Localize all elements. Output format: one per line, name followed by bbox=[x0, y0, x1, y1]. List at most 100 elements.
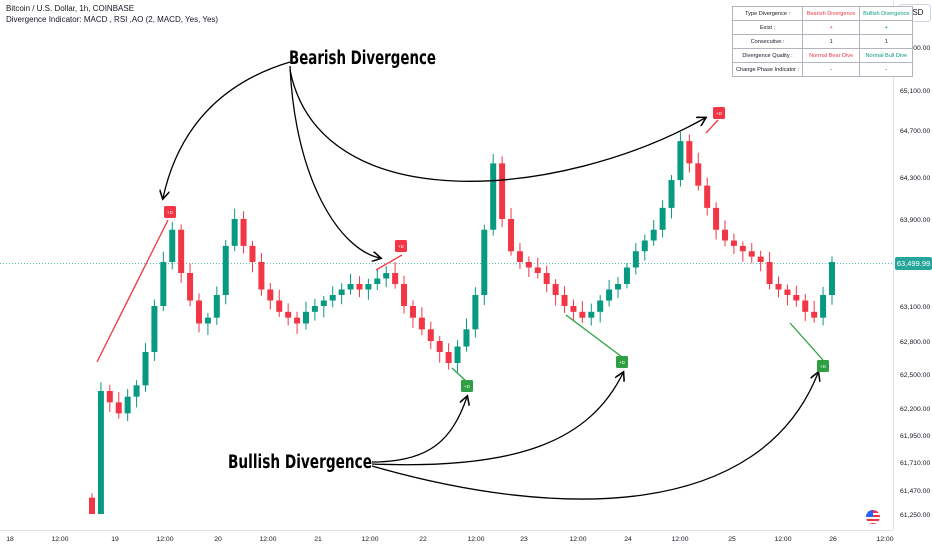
candle-body bbox=[276, 300, 283, 312]
price-tick-label: 64,700.00 bbox=[900, 128, 930, 135]
candle-body bbox=[802, 300, 809, 312]
candle-body bbox=[97, 391, 104, 514]
candle-body bbox=[606, 289, 613, 301]
table-row: Type Divergence : Bearish Divergence Bul… bbox=[731, 6, 914, 21]
candle-body bbox=[588, 311, 595, 318]
candle-body bbox=[178, 229, 185, 273]
candle-body bbox=[534, 267, 541, 273]
table-cell: Consecutive : bbox=[731, 34, 804, 49]
bullish-marker bbox=[817, 360, 829, 372]
symbol-title: Bitcoin / U.S. Dollar, 1h, COINBASE bbox=[6, 4, 135, 13]
candle-body bbox=[240, 219, 247, 246]
table-cell: 1 bbox=[859, 34, 914, 49]
bullish-marker bbox=[461, 380, 473, 392]
candle-body bbox=[356, 284, 363, 290]
candle-body bbox=[436, 341, 443, 352]
bullish-divergence-line bbox=[789, 322, 824, 361]
time-tick-label: 12:00 bbox=[671, 536, 688, 543]
time-axis[interactable] bbox=[0, 530, 893, 551]
candle-body bbox=[285, 311, 292, 318]
candle-body bbox=[481, 229, 488, 295]
time-tick-label: 12:00 bbox=[259, 536, 276, 543]
candle-body bbox=[142, 352, 149, 386]
candle-body bbox=[427, 329, 434, 341]
candle-body bbox=[490, 163, 497, 230]
candle-body bbox=[267, 289, 274, 301]
divergence-table: Type Divergence : Bearish Divergence Bul… bbox=[731, 6, 914, 77]
chart-header: Bitcoin / U.S. Dollar, 1h, COINBASE Dive… bbox=[6, 3, 218, 25]
candle-body bbox=[392, 273, 399, 284]
candle-body bbox=[222, 245, 229, 295]
bearish-divergence-line bbox=[705, 119, 719, 134]
table-cell: - bbox=[802, 62, 861, 77]
candle-body bbox=[249, 245, 256, 262]
price-axis[interactable] bbox=[893, 0, 932, 530]
marker-label: +D bbox=[398, 244, 405, 249]
time-tick-label: 23 bbox=[520, 536, 528, 543]
bearish-arrow-3 bbox=[289, 69, 705, 182]
bullish-divergence-line bbox=[565, 314, 623, 358]
marker-label: +D bbox=[619, 360, 626, 365]
candle-body bbox=[632, 251, 639, 268]
price-tick-label: 61,250.00 bbox=[900, 512, 930, 519]
price-tick-label: 63,100.00 bbox=[900, 304, 930, 311]
table-cell: Exist : bbox=[731, 20, 804, 35]
candle-body bbox=[115, 402, 122, 414]
candles bbox=[89, 132, 835, 514]
bearish-divergence-line bbox=[96, 219, 169, 363]
candle-body bbox=[615, 284, 622, 290]
table-cell: + bbox=[802, 20, 861, 35]
candle-body bbox=[338, 289, 345, 295]
candle-body bbox=[231, 219, 238, 246]
candle-body bbox=[311, 306, 318, 312]
candle-body bbox=[499, 163, 506, 219]
candle-body bbox=[570, 306, 577, 312]
candle-body bbox=[418, 317, 425, 330]
candle-body bbox=[579, 311, 586, 318]
candle-body bbox=[722, 229, 729, 241]
marker-label: +D bbox=[716, 111, 723, 116]
candle-body bbox=[124, 396, 131, 414]
candle-body bbox=[365, 284, 372, 290]
table-cell: 1 bbox=[802, 34, 861, 49]
candle-body bbox=[829, 262, 835, 295]
time-axis-labels: 18 12:00 19 12:00 20 12:00 21 12:00 22 12:00 23 12:… bbox=[6, 536, 894, 543]
marker-label: +D bbox=[820, 364, 827, 369]
time-tick-label: 12:00 bbox=[876, 536, 893, 543]
candle-body bbox=[329, 295, 336, 301]
candle-body bbox=[650, 229, 657, 241]
bearish-marker bbox=[713, 107, 725, 119]
price-tick-label: 62,800.00 bbox=[900, 339, 930, 346]
price-tick-label: 62,500.00 bbox=[900, 372, 930, 379]
time-tick-label: 12:00 bbox=[569, 536, 586, 543]
table-cell: Bearish Divergence bbox=[802, 6, 861, 21]
candle-body bbox=[463, 329, 470, 347]
time-tick-label: 12:00 bbox=[361, 536, 378, 543]
time-tick-label: 12:00 bbox=[156, 536, 173, 543]
time-tick-label: 21 bbox=[314, 536, 322, 543]
price-tick-label: 64,300.00 bbox=[900, 175, 930, 182]
bullish-divergence-line bbox=[451, 367, 468, 383]
bearish-arrow-1 bbox=[163, 61, 291, 198]
flag-icon[interactable] bbox=[866, 510, 880, 524]
candle-body bbox=[409, 306, 416, 318]
indicator-legend: Divergence Indicator: MACD , RSI ,AO (2,… bbox=[6, 15, 219, 24]
candle-body bbox=[516, 251, 523, 262]
table-cell: + bbox=[859, 20, 914, 35]
candle-body bbox=[383, 273, 390, 279]
time-tick-label: 19 bbox=[111, 536, 119, 543]
price-tick-label: 65,500.00 bbox=[900, 45, 930, 52]
candle-body bbox=[347, 284, 354, 290]
candle-body bbox=[133, 385, 140, 397]
bullish-arrow-2 bbox=[371, 373, 623, 466]
current-price-label: 63,499.99 bbox=[895, 257, 932, 270]
candle-body bbox=[713, 207, 720, 230]
bearish-marker bbox=[164, 206, 176, 218]
candle-body bbox=[775, 284, 782, 290]
candle-body bbox=[561, 295, 568, 306]
candle-body bbox=[748, 251, 755, 257]
candle-body bbox=[508, 219, 515, 252]
candle-body bbox=[784, 289, 791, 295]
